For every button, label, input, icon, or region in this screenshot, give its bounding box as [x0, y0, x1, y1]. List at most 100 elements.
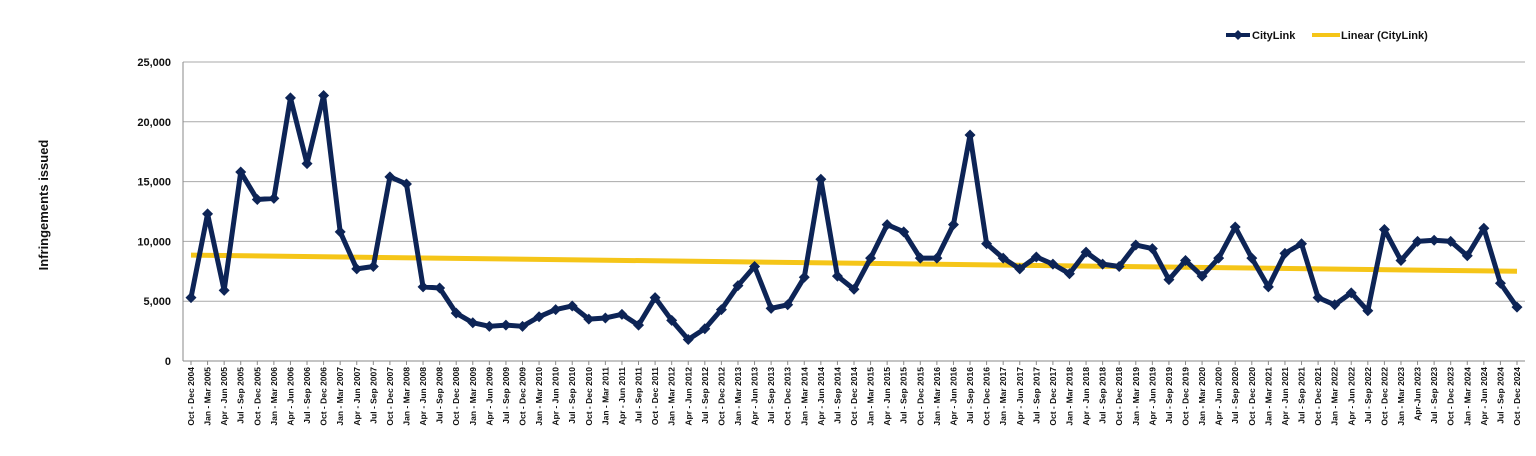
data-point: [1262, 281, 1274, 293]
x-tick-label: Jul - Sep 2018: [1098, 367, 1108, 424]
data-point: [782, 299, 794, 311]
y-axis-label: Infringements issued: [36, 140, 51, 271]
x-tick-label: Jul - Sep 2012: [700, 367, 710, 424]
data-point: [1461, 250, 1473, 262]
data-point: [1478, 222, 1490, 234]
x-tick-label: Apr - Jun 2019: [1147, 367, 1157, 426]
data-point: [881, 219, 893, 231]
y-tick-label: 10,000: [137, 236, 171, 248]
data-point: [699, 323, 711, 335]
data-point: [1395, 255, 1407, 267]
series-layer: [185, 89, 1523, 345]
legend-marker-citylink: [1233, 30, 1243, 40]
data-point: [218, 284, 230, 296]
data-point: [500, 319, 512, 331]
legend: CityLink Linear (CityLink): [1226, 30, 1428, 42]
x-tick-label: Apr - Jun 2010: [551, 367, 561, 426]
x-tick-label: Jan - Mar 2024: [1462, 367, 1472, 426]
x-tick-label: Jul - Sep 2009: [501, 367, 511, 424]
data-point: [765, 302, 777, 314]
x-tick-label: Oct - Dec 2005: [252, 367, 262, 426]
data-point: [351, 263, 363, 275]
x-tick-label: Apr - Jun 2020: [1214, 367, 1224, 426]
data-point: [1196, 270, 1208, 282]
data-point: [284, 92, 296, 104]
data-point: [1511, 301, 1523, 313]
x-tick-label: Jan - Mar 2008: [401, 367, 411, 426]
data-point: [682, 333, 694, 345]
x-tick-label: Jan - Mar 2018: [1064, 367, 1074, 426]
data-point: [898, 226, 910, 238]
x-tick-label: Jan - Mar 2021: [1263, 367, 1273, 426]
data-point: [964, 129, 976, 141]
data-point: [1113, 261, 1125, 273]
data-point: [947, 219, 959, 231]
x-tick-label: Apr-Jun 2023: [1413, 367, 1423, 421]
x-tick-label: Jul - Sep 2016: [965, 367, 975, 424]
legend-label-trendline: Linear (CityLink): [1341, 30, 1428, 42]
data-point: [616, 308, 628, 320]
data-point: [550, 304, 562, 316]
x-tick-label: Apr - Jun 2014: [816, 367, 826, 426]
x-tick-label: Jan - Mar 2014: [799, 367, 809, 426]
x-tick-label: Jan - Mar 2007: [335, 367, 345, 426]
data-point: [533, 311, 545, 323]
y-tick-label: 20,000: [137, 117, 171, 129]
data-point: [715, 304, 727, 316]
data-point: [1246, 252, 1258, 264]
x-tick-label: Jul - Sep 2020: [1230, 367, 1240, 424]
x-tick-label: Jul - Sep 2005: [236, 367, 246, 424]
x-tick-label: Apr - Jun 2024: [1479, 367, 1489, 426]
data-point: [1312, 292, 1324, 304]
x-tick-label: Jan - Mar 2017: [998, 367, 1008, 426]
x-tick-label: Oct - Dec 2012: [716, 367, 726, 426]
data-point: [583, 313, 595, 325]
data-point: [1362, 305, 1374, 317]
data-point: [749, 261, 761, 273]
data-point: [1097, 258, 1109, 270]
x-tick-label: Jul - Sep 2024: [1495, 367, 1505, 424]
x-tick-label: Jan - Mar 2020: [1197, 367, 1207, 426]
x-tick-label: Jan - Mar 2016: [932, 367, 942, 426]
x-axis-ticks: Oct - Dec 2004 Jan - Mar 2005 Apr - Jun 20…: [186, 361, 1522, 426]
x-tick-label: Jul - Sep 2006: [302, 367, 312, 424]
x-tick-label: Oct - Dec 2007: [385, 367, 395, 426]
data-point: [1047, 258, 1059, 270]
x-tick-label: Jan - Mar 2011: [600, 367, 610, 425]
data-point: [649, 292, 661, 304]
data-point: [434, 282, 446, 294]
data-point: [1296, 238, 1308, 250]
x-tick-label: Oct - Dec 2011: [650, 367, 660, 425]
x-tick-label: Apr - Jun 2015: [882, 367, 892, 426]
x-tick-label: Jan - Mar 2005: [203, 367, 213, 426]
data-point: [235, 166, 247, 178]
x-tick-label: Apr - Jun 2012: [683, 367, 693, 426]
data-point: [599, 312, 611, 324]
x-tick-label: Apr - Jun 2022: [1346, 367, 1356, 426]
x-tick-label: Jul - Sep 2013: [766, 367, 776, 424]
data-point: [1445, 235, 1457, 247]
x-tick-label: Oct - Dec 2009: [518, 367, 528, 426]
x-tick-label: Apr - Jun 2005: [219, 367, 229, 426]
x-tick-label: Oct - Dec 2013: [783, 367, 793, 426]
x-tick-label: Oct - Dec 2010: [584, 367, 594, 426]
data-point: [450, 307, 462, 319]
data-point: [251, 194, 263, 206]
x-tick-label: Apr - Jun 2017: [1015, 367, 1025, 426]
x-tick-label: Jul - Sep 2023: [1429, 367, 1439, 424]
data-point: [1213, 252, 1225, 264]
x-tick-label: Apr - Jun 2018: [1081, 367, 1091, 426]
data-point: [798, 271, 810, 283]
data-point: [1494, 277, 1506, 289]
x-tick-label: Jan - Mar 2009: [468, 367, 478, 426]
data-point: [566, 300, 578, 312]
data-point: [666, 314, 678, 326]
x-tick-label: Jul - Sep 2011: [634, 367, 644, 423]
x-tick-label: Oct - Dec 2021: [1313, 367, 1323, 426]
data-point: [384, 171, 396, 183]
data-point: [1428, 234, 1440, 246]
x-tick-label: Oct - Dec 2024: [1512, 367, 1522, 426]
x-tick-label: Oct - Dec 2019: [1181, 367, 1191, 426]
x-tick-label: Jul - Sep 2007: [368, 367, 378, 424]
